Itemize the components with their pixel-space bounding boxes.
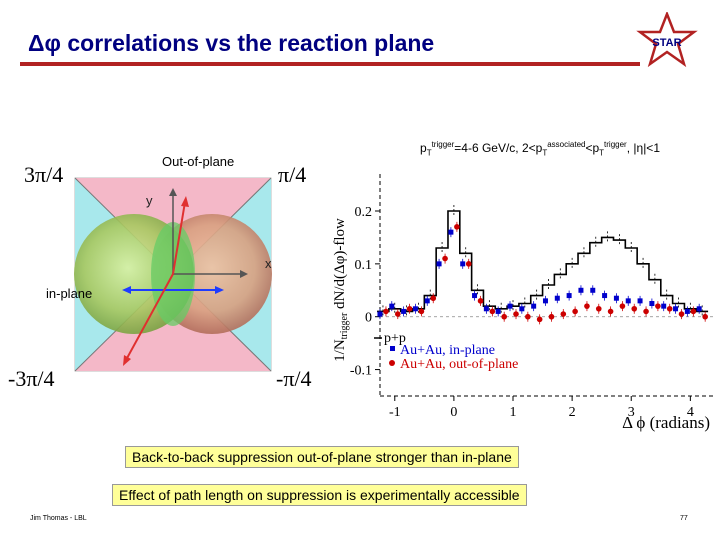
legend-item-in-plane: Au+Au, in-plane xyxy=(400,343,495,358)
point-in-plane xyxy=(661,303,667,309)
slide-title: Δφ correlations vs the reaction plane xyxy=(28,30,435,56)
y-tick-label: -0.1 xyxy=(350,364,372,379)
point-out-of-plane xyxy=(595,305,602,312)
legend-item-out-of-plane: Au+Au, out-of-plane xyxy=(400,357,518,372)
point-in-plane xyxy=(590,287,596,293)
x-tick-label: 3 xyxy=(628,405,635,420)
point-out-of-plane xyxy=(572,308,578,315)
x-tick-label: -1 xyxy=(389,405,401,420)
point-in-plane xyxy=(566,293,572,299)
angle-minus-pi-over-four: -π/4 xyxy=(276,366,312,391)
point-out-of-plane xyxy=(536,316,543,323)
x-tick-label: 1 xyxy=(510,405,517,420)
point-in-plane xyxy=(578,287,584,293)
reaction-plane-diagram xyxy=(74,177,272,372)
point-in-plane xyxy=(448,229,454,235)
out-of-plane-label: Out-of-plane xyxy=(162,154,235,169)
point-in-plane xyxy=(625,298,631,304)
point-out-of-plane xyxy=(383,308,389,315)
point-out-of-plane xyxy=(619,303,626,309)
point-in-plane xyxy=(495,308,501,314)
point-out-of-plane xyxy=(607,308,614,315)
y-axis-title: 1/Ntrigger dN/d(Δφ)-flow xyxy=(332,218,350,362)
point-out-of-plane xyxy=(643,308,649,315)
in-plane-label: in-plane xyxy=(46,286,93,301)
note-path-length: Effect of path length on suppression is … xyxy=(112,484,527,506)
angle-minus-three-pi-over-four: -3π/4 xyxy=(8,366,55,391)
point-in-plane xyxy=(389,303,395,309)
point-out-of-plane xyxy=(560,311,567,317)
point-out-of-plane xyxy=(702,313,708,320)
point-in-plane xyxy=(696,306,702,312)
point-out-of-plane xyxy=(690,308,697,315)
y-tick-label: 0 xyxy=(365,311,372,326)
point-out-of-plane xyxy=(406,305,413,312)
point-in-plane xyxy=(436,261,442,267)
x-tick-label: 4 xyxy=(687,405,694,420)
series-line-pp xyxy=(377,210,709,313)
point-in-plane xyxy=(673,306,679,312)
point-out-of-plane xyxy=(465,261,472,267)
y-tick-label: 0.1 xyxy=(355,258,373,273)
point-in-plane xyxy=(531,303,537,309)
correlation-plot: -0.1 0 0.1 0.2 -1 0 1 2 3 4 1/Ntrigger dN/d(Δφ)-f… xyxy=(332,174,714,432)
page-number: 77 xyxy=(680,515,688,522)
logo-text: STAR xyxy=(652,37,681,49)
point-out-of-plane xyxy=(489,308,496,315)
x-tick-label: 0 xyxy=(450,405,457,420)
y-tick-label: 0.2 xyxy=(355,205,373,220)
point-in-plane xyxy=(483,306,489,312)
point-out-of-plane xyxy=(454,224,460,230)
kinematic-cuts: pTtrigger=4-6 GeV/c, 2<pTassociated<pTtr… xyxy=(420,140,660,158)
x-axis-label: x xyxy=(265,256,272,271)
point-in-plane xyxy=(637,298,643,304)
point-in-plane xyxy=(613,295,619,301)
legend: p+p Au+Au, in-plane Au+Au, out-of-plane xyxy=(374,331,518,372)
note-suppression: Back-to-back suppression out-of-plane st… xyxy=(125,446,519,468)
title-rule xyxy=(20,62,640,66)
angle-pi-over-four: π/4 xyxy=(278,162,307,187)
point-out-of-plane xyxy=(430,295,437,302)
point-in-plane xyxy=(472,293,478,299)
point-in-plane xyxy=(649,301,655,306)
y-axis-label: y xyxy=(146,193,153,208)
angle-three-pi-over-four: 3π/4 xyxy=(24,162,64,187)
point-out-of-plane xyxy=(394,311,401,317)
point-out-of-plane xyxy=(678,311,685,317)
point-out-of-plane xyxy=(513,311,519,317)
point-out-of-plane xyxy=(631,305,638,312)
point-out-of-plane xyxy=(418,308,425,315)
point-out-of-plane xyxy=(501,313,507,320)
point-out-of-plane xyxy=(477,298,484,304)
point-out-of-plane xyxy=(525,313,531,320)
point-in-plane xyxy=(507,303,513,309)
plot-series xyxy=(377,205,709,325)
point-out-of-plane xyxy=(666,305,673,312)
point-in-plane xyxy=(377,311,383,317)
point-in-plane xyxy=(412,306,418,312)
point-in-plane xyxy=(401,308,407,314)
point-in-plane xyxy=(542,298,548,304)
point-in-plane xyxy=(602,293,608,299)
x-tick-label: 2 xyxy=(569,405,576,420)
star-logo-icon: STAR xyxy=(636,12,698,68)
point-in-plane xyxy=(519,306,525,312)
footer-author: Jim Thomas - LBL xyxy=(30,515,87,522)
point-in-plane xyxy=(684,308,690,314)
legend-item-pp: p+p xyxy=(384,331,406,346)
point-in-plane xyxy=(554,295,560,301)
point-out-of-plane xyxy=(655,303,661,309)
point-out-of-plane xyxy=(584,303,590,309)
point-in-plane xyxy=(424,298,430,304)
x-axis-title: Δ ϕ (radians) xyxy=(622,413,710,432)
point-in-plane xyxy=(460,261,466,267)
point-out-of-plane xyxy=(442,255,448,262)
plot-axes: -0.1 0 0.1 0.2 -1 0 1 2 3 4 xyxy=(350,174,714,420)
point-out-of-plane xyxy=(548,313,555,320)
